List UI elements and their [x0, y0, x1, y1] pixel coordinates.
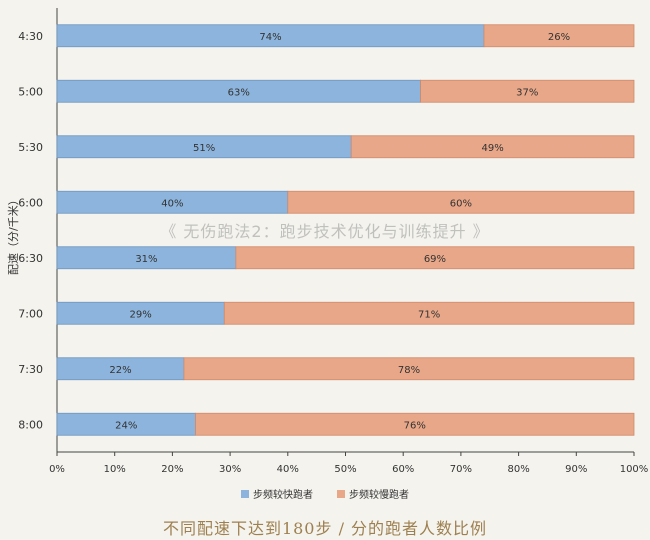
data-label-fast: 63% — [228, 87, 250, 98]
legend-item-slow: 步频较慢跑者 — [337, 486, 409, 501]
bar-segment-slow — [287, 190, 635, 214]
bar-segment-slow — [235, 246, 635, 270]
x-tick-label: 10% — [104, 464, 126, 475]
data-label-slow: 37% — [516, 87, 538, 98]
legend-label-slow: 步频较慢跑者 — [349, 490, 409, 501]
data-label-slow: 49% — [482, 143, 504, 154]
x-tick-label: 100% — [620, 464, 649, 475]
legend-swatch-slow — [337, 489, 345, 498]
x-tick-label: 60% — [392, 464, 414, 475]
bar-segment-slow — [195, 412, 635, 436]
bar-segment-slow — [483, 24, 635, 48]
x-tick-label: 30% — [219, 464, 241, 475]
x-tick-label: 40% — [277, 464, 299, 475]
bar-segment-slow — [183, 357, 635, 381]
watermark-text: 《 无伤跑法2：跑步技术优化与训练提升 》 — [160, 222, 490, 241]
data-label-slow: 78% — [398, 365, 420, 376]
bar-segment-slow — [350, 135, 635, 159]
y-tick-label: 6:00 — [18, 196, 43, 209]
data-label-slow: 71% — [418, 309, 440, 320]
data-label-slow: 26% — [548, 32, 570, 43]
legend: 步频较快跑者 步频较慢跑者 — [0, 486, 650, 501]
data-label-slow: 60% — [450, 198, 472, 209]
x-tick-label: 90% — [565, 464, 587, 475]
data-label-fast: 31% — [135, 254, 157, 265]
data-label-fast: 29% — [130, 309, 152, 320]
bar-segment-slow — [223, 301, 635, 325]
x-tick-label: 50% — [334, 464, 356, 475]
data-label-fast: 74% — [259, 32, 281, 43]
y-tick-label: 5:30 — [18, 141, 43, 154]
x-tick-label: 0% — [49, 464, 65, 475]
y-tick-label: 8:00 — [18, 418, 43, 431]
bar-segment-slow — [420, 79, 635, 103]
x-tick-label: 70% — [450, 464, 472, 475]
data-label-fast: 22% — [109, 365, 131, 376]
data-label-fast: 24% — [115, 420, 137, 431]
figure-caption: 不同配速下达到180步 / 分的跑者人数比例 — [162, 519, 488, 538]
x-tick-label: 20% — [161, 464, 183, 475]
data-label-fast: 51% — [193, 143, 215, 154]
legend-label-fast: 步频较快跑者 — [253, 490, 313, 501]
legend-item-fast: 步频较快跑者 — [241, 486, 313, 501]
x-tick-label: 80% — [507, 464, 529, 475]
y-tick-label: 4:30 — [18, 30, 43, 43]
data-label-slow: 69% — [424, 254, 446, 265]
data-label-slow: 76% — [404, 420, 426, 431]
legend-swatch-fast — [241, 489, 249, 498]
y-tick-label: 5:00 — [18, 85, 43, 98]
y-tick-label: 6:30 — [18, 252, 43, 265]
y-tick-label: 7:00 — [18, 307, 43, 320]
data-label-fast: 40% — [161, 198, 183, 209]
y-tick-label: 7:30 — [18, 363, 43, 376]
